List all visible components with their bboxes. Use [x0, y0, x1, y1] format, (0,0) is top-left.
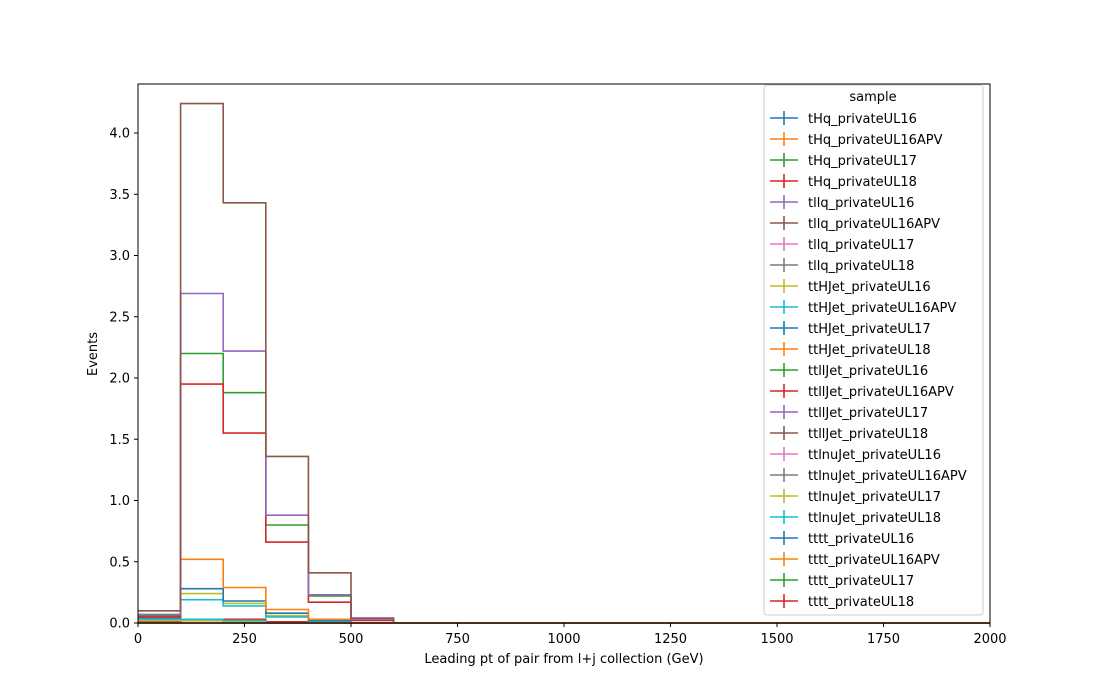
legend-label: ttllJet_privateUL16APV	[808, 385, 954, 400]
legend-item: tttt_privateUL16APV	[770, 552, 940, 568]
y-tick-label: 3.5	[109, 188, 130, 203]
legend-item: ttllJet_privateUL16	[770, 363, 928, 379]
legend: sample tHq_privateUL16 tHq_privateUL16APV…	[763, 84, 984, 616]
y-tick-label: 2.0	[109, 372, 130, 387]
legend-box	[763, 84, 984, 616]
legend-item: ttlnuJet_privateUL16	[770, 447, 941, 463]
legend-label: ttllJet_privateUL16	[808, 364, 928, 379]
y-tick-label: 2.5	[109, 310, 130, 325]
legend-label: ttHJet_privateUL16	[808, 280, 931, 295]
legend-item: tttt_privateUL18	[770, 594, 914, 610]
y-tick-label: 0.0	[109, 617, 130, 632]
legend-label: tttt_privateUL17	[808, 574, 914, 589]
x-tick-label: 2000	[973, 632, 1006, 647]
legend-label: tttt_privateUL16APV	[808, 553, 940, 568]
legend-item: tllq_privateUL16	[770, 195, 914, 211]
legend-label: ttllJet_privateUL17	[808, 406, 928, 421]
legend-label: ttlnuJet_privateUL18	[808, 511, 941, 526]
legend-label: tllq_privateUL16APV	[808, 217, 940, 232]
legend-label: ttHJet_privateUL17	[808, 322, 931, 337]
legend-item: ttllJet_privateUL16APV	[770, 384, 954, 400]
legend-item: tHq_privateUL18	[770, 174, 917, 190]
legend-item: tHq_privateUL16	[770, 111, 917, 127]
x-tick-label: 750	[445, 632, 470, 647]
legend-item: tHq_privateUL16APV	[770, 132, 943, 148]
legend-label: ttHJet_privateUL16APV	[808, 301, 956, 316]
y-axis-title: Events	[86, 332, 101, 376]
y-tick-label: 1.0	[109, 494, 130, 509]
y-tick-label: 3.0	[109, 249, 130, 264]
x-tick-label: 0	[134, 632, 142, 647]
legend-label: tHq_privateUL16	[808, 112, 917, 127]
legend-item: tllq_privateUL17	[770, 237, 914, 253]
legend-label: ttlnuJet_privateUL17	[808, 490, 941, 505]
legend-label: tllq_privateUL16	[808, 196, 914, 211]
x-tick-label: 1750	[867, 632, 900, 647]
x-tick-label: 1250	[654, 632, 687, 647]
legend-label: ttlnuJet_privateUL16APV	[808, 469, 967, 484]
legend-label: ttlnuJet_privateUL16	[808, 448, 941, 463]
legend-label: tHq_privateUL16APV	[808, 133, 943, 148]
x-tick-label: 250	[232, 632, 257, 647]
y-tick-label: 4.0	[109, 127, 130, 142]
legend-items: tHq_privateUL16 tHq_privateUL16APV tHq_pri…	[770, 111, 967, 610]
legend-label: tttt_privateUL18	[808, 595, 914, 610]
y-axis: 0.0 0.5 1.0 1.5 2.0 2.5 3.0 3.5 4.0	[109, 127, 138, 632]
legend-title: sample	[849, 90, 896, 105]
legend-item: ttlnuJet_privateUL18	[770, 510, 941, 526]
legend-item: tHq_privateUL17	[770, 153, 917, 169]
legend-item: ttHJet_privateUL17	[770, 321, 931, 337]
y-tick-label: 1.5	[109, 433, 130, 448]
legend-item: tttt_privateUL16	[770, 531, 914, 547]
legend-label: tllq_privateUL17	[808, 238, 914, 253]
legend-item: ttllJet_privateUL17	[770, 405, 928, 421]
legend-item: tttt_privateUL17	[770, 573, 914, 589]
legend-label: tllq_privateUL18	[808, 259, 914, 274]
x-tick-label: 1000	[547, 632, 580, 647]
legend-label: tHq_privateUL17	[808, 154, 917, 169]
legend-item: ttHJet_privateUL18	[770, 342, 931, 358]
legend-label: tttt_privateUL16	[808, 532, 914, 547]
legend-label: tHq_privateUL18	[808, 175, 917, 190]
x-tick-label: 1500	[760, 632, 793, 647]
x-axis-title: Leading pt of pair from l+j collection (…	[424, 652, 703, 667]
y-tick-label: 0.5	[109, 555, 130, 570]
legend-item: tllq_privateUL18	[770, 258, 914, 274]
legend-item: ttHJet_privateUL16APV	[770, 300, 956, 316]
legend-item: ttHJet_privateUL16	[770, 279, 931, 295]
legend-item: ttlnuJet_privateUL17	[770, 489, 941, 505]
x-axis: 0 250 500 750 1000 1250 1500 1750 2000	[134, 623, 1007, 647]
legend-item: ttlnuJet_privateUL16APV	[770, 468, 967, 484]
legend-item: tllq_privateUL16APV	[770, 216, 940, 232]
legend-label: ttllJet_privateUL18	[808, 427, 928, 442]
legend-item: ttllJet_privateUL18	[770, 426, 928, 442]
x-tick-label: 500	[339, 632, 364, 647]
legend-label: ttHJet_privateUL18	[808, 343, 931, 358]
